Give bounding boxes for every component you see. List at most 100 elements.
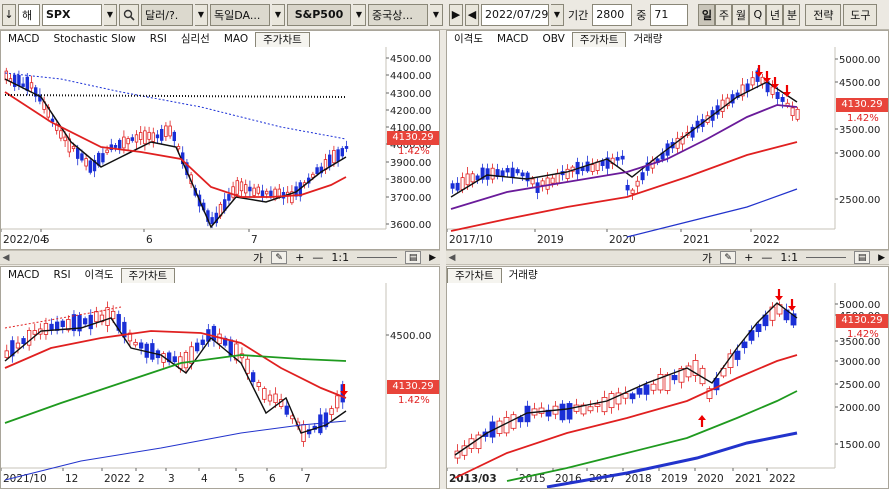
ma-black: [4, 317, 347, 434]
text-tool-button[interactable]: 가: [253, 251, 264, 265]
current-price-badge: 4130.29: [387, 131, 439, 145]
timeframe-button[interactable]: Q: [749, 3, 767, 26]
text-tool-button[interactable]: 가: [702, 251, 713, 265]
zoom-in-button[interactable]: +: [744, 251, 754, 264]
y-axis-label: 3800.00: [390, 175, 431, 186]
prev-button[interactable]: ◀: [465, 3, 479, 26]
scroll-left-icon[interactable]: ◀: [448, 252, 456, 263]
date-dropdown[interactable]: ▼: [551, 3, 564, 26]
ma-blue: [626, 188, 798, 238]
timeframe-button[interactable]: 일: [698, 3, 716, 26]
scroll-right-icon[interactable]: ▶: [429, 252, 436, 263]
count-input[interactable]: 71: [650, 3, 689, 26]
y-axis-label: 5000.00: [839, 300, 880, 311]
x-axis-label: 5: [43, 234, 50, 246]
x-axis-label: 6: [146, 234, 153, 246]
change-percent: 1.42%: [398, 146, 430, 157]
tab-1[interactable]: Stochastic Slow: [53, 32, 136, 45]
tab-4[interactable]: MAO: [223, 32, 249, 45]
tab-0[interactable]: MACD: [8, 32, 40, 45]
y-axis-label: 4100.00: [390, 123, 431, 134]
timeframe-button[interactable]: 주: [715, 3, 733, 26]
chevron-down-icon: ▼: [432, 10, 440, 19]
ma-green: [4, 354, 347, 424]
panel-tabs: MACD Stochastic Slow RSI 심리선 MAO 주가차트: [1, 31, 310, 47]
prev-icon: ◀: [467, 8, 477, 21]
currency-label: 달러/?.: [145, 8, 179, 22]
search-button[interactable]: [119, 3, 139, 26]
tab-1[interactable]: RSI: [53, 268, 71, 281]
symbol-dropdown[interactable]: ▼: [104, 3, 117, 26]
x-axis-label: 3: [168, 473, 175, 485]
strategy-button[interactable]: 전략: [805, 3, 842, 26]
y-axis-label: 3000.00: [839, 149, 880, 160]
price-chart[interactable]: 4500.00 2021/10 12 2022 2 3 4 5 6 7: [1, 283, 440, 489]
ma-red: [4, 91, 347, 198]
y-axis-label: 3000.00: [839, 357, 880, 368]
tab-2[interactable]: 이격도: [84, 268, 114, 281]
x-axis-label: 2022: [769, 473, 796, 485]
settings-icon[interactable]: ▤: [854, 251, 871, 264]
region-select[interactable]: 중국상...: [368, 3, 428, 26]
play-button[interactable]: ▶: [449, 3, 463, 26]
index-select[interactable]: S&P500: [287, 3, 351, 26]
down-arrow-button[interactable]: ↓: [2, 3, 16, 26]
timeframe-button[interactable]: 년: [766, 3, 784, 26]
tab-1[interactable]: 거래량: [508, 268, 538, 281]
symbol-input[interactable]: SPX: [42, 3, 102, 26]
zoom-reset-button[interactable]: 1:1: [331, 251, 350, 264]
timeframe-button[interactable]: 분: [783, 3, 801, 26]
tab-0[interactable]: 주가차트: [447, 267, 502, 283]
x-axis-label: 2022/04: [3, 234, 47, 246]
tab-3[interactable]: 주가차트: [120, 267, 176, 283]
tab-1[interactable]: MACD: [496, 32, 529, 45]
tools-button[interactable]: 도구: [843, 3, 878, 26]
index-dropdown[interactable]: ▼: [353, 3, 366, 26]
tab-2[interactable]: OBV: [542, 32, 565, 45]
period-input[interactable]: 2800: [592, 3, 633, 26]
scroll-left-icon[interactable]: ◀: [2, 252, 10, 263]
slider-icon[interactable]: [357, 257, 398, 258]
tab-0[interactable]: MACD: [8, 268, 40, 281]
signal-arrow-icon: [763, 71, 771, 83]
currency-select[interactable]: 달러/?.: [141, 3, 193, 26]
currency-dropdown[interactable]: ▼: [195, 3, 208, 26]
scroll-right-icon[interactable]: ▶: [878, 252, 885, 263]
down-arrow-icon: ↓: [4, 8, 14, 21]
zoom-out-button[interactable]: —: [312, 251, 324, 264]
x-axis-label: 12: [65, 473, 78, 485]
tab-4[interactable]: 거래량: [633, 32, 663, 45]
tools-label: 도구: [850, 8, 871, 22]
zoom-reset-button[interactable]: 1:1: [780, 251, 799, 264]
region-dropdown[interactable]: ▼: [430, 3, 443, 26]
price-chart[interactable]: 5000.004500.003500.003000.002500.002000.…: [447, 283, 889, 489]
tab-2[interactable]: RSI: [149, 32, 167, 45]
zoom-in-button[interactable]: +: [295, 251, 305, 264]
x-axis-label: 2018: [625, 473, 652, 485]
price-chart[interactable]: 5000.00 4500.00 3500.00 3000.00 2500.00 2017/…: [447, 47, 889, 250]
change-percent: 1.42%: [847, 113, 879, 124]
y-axis-label: 2500.00: [839, 195, 880, 206]
tab-3[interactable]: 주가차트: [571, 31, 627, 47]
market-select[interactable]: 해: [18, 3, 40, 26]
x-axis-label: 4: [201, 473, 208, 485]
settings-icon[interactable]: ▤: [405, 251, 422, 264]
price-chart[interactable]: 4500.00 4400.00 4300.00 4200.00 4100.00 4000.…: [1, 47, 440, 250]
x-axis-label: 5: [238, 473, 245, 485]
symbol-value: SPX: [46, 8, 71, 21]
top-toolbar: ↓ 해 SPX ▼ 달러/?. ▼ 독일DA... ▼ S&P500 ▼ 중국상…: [0, 0, 889, 30]
zoom-out-button[interactable]: —: [761, 251, 773, 264]
draw-tool-icon[interactable]: ✎: [271, 251, 288, 264]
tab-5[interactable]: 주가차트: [255, 31, 310, 47]
ma-red: [4, 330, 347, 399]
tab-0[interactable]: 이격도: [454, 32, 483, 45]
draw-tool-icon[interactable]: ✎: [720, 251, 737, 264]
country-dropdown[interactable]: ▼: [272, 3, 285, 26]
timeframe-button[interactable]: 월: [732, 3, 750, 26]
x-axis-label: 7: [251, 234, 258, 246]
ma-black: [454, 302, 798, 456]
slider-icon[interactable]: [806, 257, 847, 258]
country-select[interactable]: 독일DA...: [210, 3, 270, 26]
tab-3[interactable]: 심리선: [180, 32, 210, 45]
date-input[interactable]: 2022/07/29: [481, 3, 549, 26]
